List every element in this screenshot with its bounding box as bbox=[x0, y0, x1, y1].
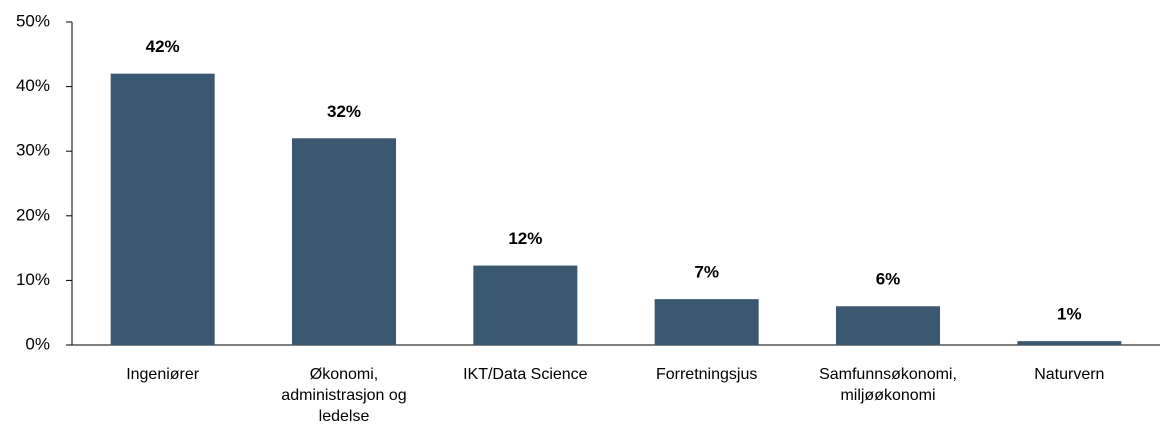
bar bbox=[836, 306, 940, 345]
y-tick-label: 30% bbox=[16, 141, 50, 160]
value-label: 32% bbox=[327, 102, 361, 121]
x-tick-label: Ingeniører bbox=[126, 366, 200, 383]
value-label: 12% bbox=[508, 229, 542, 248]
bar bbox=[654, 299, 759, 345]
x-tick-label: Forretningsjus bbox=[655, 366, 758, 383]
y-tick-label: 50% bbox=[16, 11, 50, 30]
x-tick-label: Naturvern bbox=[1034, 366, 1105, 383]
x-tick-label: IKT/Data Science bbox=[463, 366, 588, 383]
value-label: 7% bbox=[694, 263, 719, 282]
x-tick-label: Økonomi, administrasjon og ledelse bbox=[281, 366, 407, 425]
y-tick-label: 20% bbox=[16, 205, 50, 224]
y-tick-label: 40% bbox=[16, 76, 50, 95]
bar bbox=[292, 138, 396, 345]
bar bbox=[1017, 341, 1122, 345]
bar bbox=[110, 73, 215, 346]
y-tick-label: 10% bbox=[16, 270, 50, 289]
value-label: 42% bbox=[146, 37, 180, 56]
value-label: 6% bbox=[876, 270, 901, 289]
bar bbox=[473, 265, 578, 345]
x-tick-label: Samfunnsøkonomi, miljøøkonomi bbox=[819, 366, 957, 404]
y-tick-label: 0% bbox=[25, 334, 50, 353]
value-label: 1% bbox=[1057, 305, 1082, 324]
